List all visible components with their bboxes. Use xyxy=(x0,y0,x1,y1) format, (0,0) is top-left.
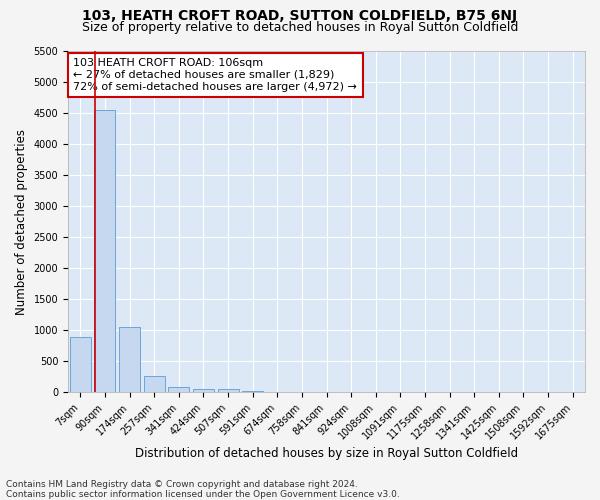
Text: 103, HEATH CROFT ROAD, SUTTON COLDFIELD, B75 6NJ: 103, HEATH CROFT ROAD, SUTTON COLDFIELD,… xyxy=(82,9,518,23)
Text: Contains HM Land Registry data © Crown copyright and database right 2024.
Contai: Contains HM Land Registry data © Crown c… xyxy=(6,480,400,499)
Bar xyxy=(144,376,164,392)
Bar xyxy=(218,390,239,392)
Bar xyxy=(242,390,263,392)
Bar xyxy=(94,110,115,393)
Text: 103 HEATH CROFT ROAD: 106sqm
← 27% of detached houses are smaller (1,829)
72% of: 103 HEATH CROFT ROAD: 106sqm ← 27% of de… xyxy=(73,58,357,92)
Bar xyxy=(169,387,189,392)
Bar xyxy=(193,389,214,392)
Bar xyxy=(70,336,91,392)
X-axis label: Distribution of detached houses by size in Royal Sutton Coldfield: Distribution of detached houses by size … xyxy=(135,447,518,460)
Text: Size of property relative to detached houses in Royal Sutton Coldfield: Size of property relative to detached ho… xyxy=(82,22,518,35)
Y-axis label: Number of detached properties: Number of detached properties xyxy=(15,129,28,315)
Bar xyxy=(119,327,140,392)
